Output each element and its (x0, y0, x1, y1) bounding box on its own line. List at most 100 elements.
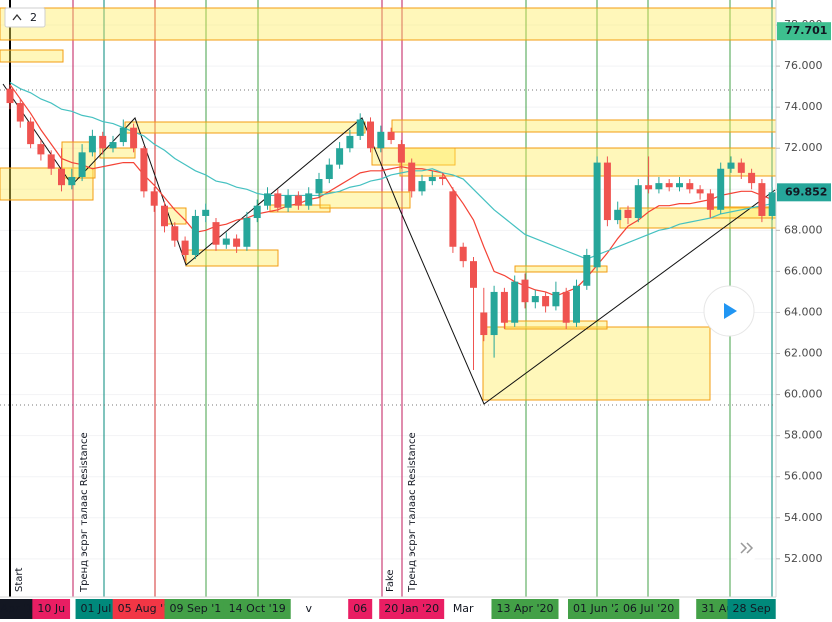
y-tick-label: 68.000 (784, 223, 823, 236)
candle-body (449, 191, 457, 247)
x-tick-label: Apr '19 (1, 602, 41, 615)
candle-body (202, 209, 210, 216)
y-tick-label: 56.000 (784, 470, 823, 483)
candle-body (356, 119, 364, 136)
zone-box (99, 147, 136, 159)
price-label: 69.852 (785, 185, 827, 198)
candle-body (645, 185, 653, 190)
candle-body (140, 148, 148, 192)
count: 2 (30, 11, 37, 24)
drawings (0, 0, 776, 597)
candle-body (624, 209, 632, 219)
x-tick-label: 10 Ju (37, 602, 65, 615)
candle-body (542, 296, 550, 307)
zone-box (0, 167, 94, 201)
chevron (746, 542, 754, 554)
x-tick-label: 14 Oct '19 (229, 602, 286, 615)
x-tick-label: 20 Jan '20 (384, 602, 439, 615)
annotation: Тренд эсрэг талаас Resistance (79, 432, 90, 593)
legend-toggle[interactable]: 2 (4, 7, 46, 28)
candle-body (212, 222, 220, 245)
candle-body (573, 285, 580, 323)
candle-body (655, 183, 663, 190)
zone-box (504, 320, 608, 330)
candle-body (706, 193, 714, 210)
candle-body (315, 179, 323, 194)
candle-body (346, 135, 354, 149)
toggle-box[interactable] (4, 7, 46, 28)
candle-body (150, 191, 158, 206)
candle-body (727, 162, 735, 169)
candle-body (37, 144, 45, 155)
candle-body (119, 127, 127, 143)
x-label-bg (491, 599, 559, 619)
candle-body (686, 183, 694, 190)
y-tick-label: 76.000 (784, 59, 823, 72)
y-tick-label: 52.000 (784, 552, 823, 565)
chevron (740, 542, 748, 554)
zone-box (185, 249, 279, 267)
zone-box (319, 191, 411, 209)
candle-body (47, 154, 55, 169)
candle-body (181, 240, 189, 255)
candle-body (243, 218, 251, 247)
candle-body (191, 215, 199, 255)
candle-body (418, 181, 426, 192)
zone-box (514, 265, 608, 273)
x-tick-label: 13 Apr '20 (496, 602, 553, 615)
candle-body (78, 152, 86, 177)
y-tick-label: 72.000 (784, 141, 823, 154)
x-tick-label: v (305, 602, 312, 615)
chevron (12, 13, 22, 21)
x-tick-label: 01 Jun '2 (573, 602, 621, 615)
zone-box (391, 119, 776, 133)
candle-body (408, 162, 416, 192)
candle-body (614, 209, 622, 221)
zone-box (399, 147, 776, 177)
play-button[interactable] (703, 285, 755, 337)
candle-body (397, 144, 405, 163)
candle-body (768, 192, 776, 216)
x-label-bg (617, 599, 680, 619)
x-tick-label: 06 (353, 602, 367, 615)
candle-body (253, 205, 261, 219)
price-label: 77.701 (785, 24, 827, 37)
candle-body (511, 281, 519, 323)
candle-body (521, 279, 529, 303)
candle-body (377, 131, 385, 149)
x-label-bg (32, 599, 71, 619)
x-tick-label: 09 Sep '1 (170, 602, 222, 615)
zone-box (0, 49, 64, 63)
candle-body (439, 176, 447, 180)
y-tick-label: 60.000 (784, 388, 823, 401)
candle-body (480, 312, 488, 336)
price-label-bg (777, 183, 831, 202)
scroll-button[interactable] (732, 534, 760, 562)
candle-body (27, 121, 35, 145)
candle-body (717, 168, 725, 210)
candle-body (737, 162, 745, 173)
zone-box (124, 121, 366, 134)
x-label-bg (112, 599, 176, 619)
candle-body (171, 226, 179, 241)
candle-body (222, 238, 230, 245)
candle-body (676, 183, 683, 188)
candle-body (583, 254, 591, 286)
price-label-bg (777, 22, 831, 41)
candle-body (305, 193, 313, 206)
candle-body (264, 193, 271, 206)
candle-body (99, 135, 107, 149)
annotation: Тренд эсрэг талаас Resistance (407, 432, 418, 593)
candle-body (562, 291, 570, 323)
candle-body (88, 135, 96, 153)
x-label-bg (348, 599, 373, 619)
candle-body (490, 291, 498, 336)
candle-body (16, 103, 24, 122)
candle-body (500, 291, 508, 323)
candle-body (325, 164, 333, 180)
candle-body (531, 296, 539, 303)
candle-body (367, 121, 374, 149)
candle-body (6, 88, 14, 104)
candle-body (459, 246, 467, 262)
